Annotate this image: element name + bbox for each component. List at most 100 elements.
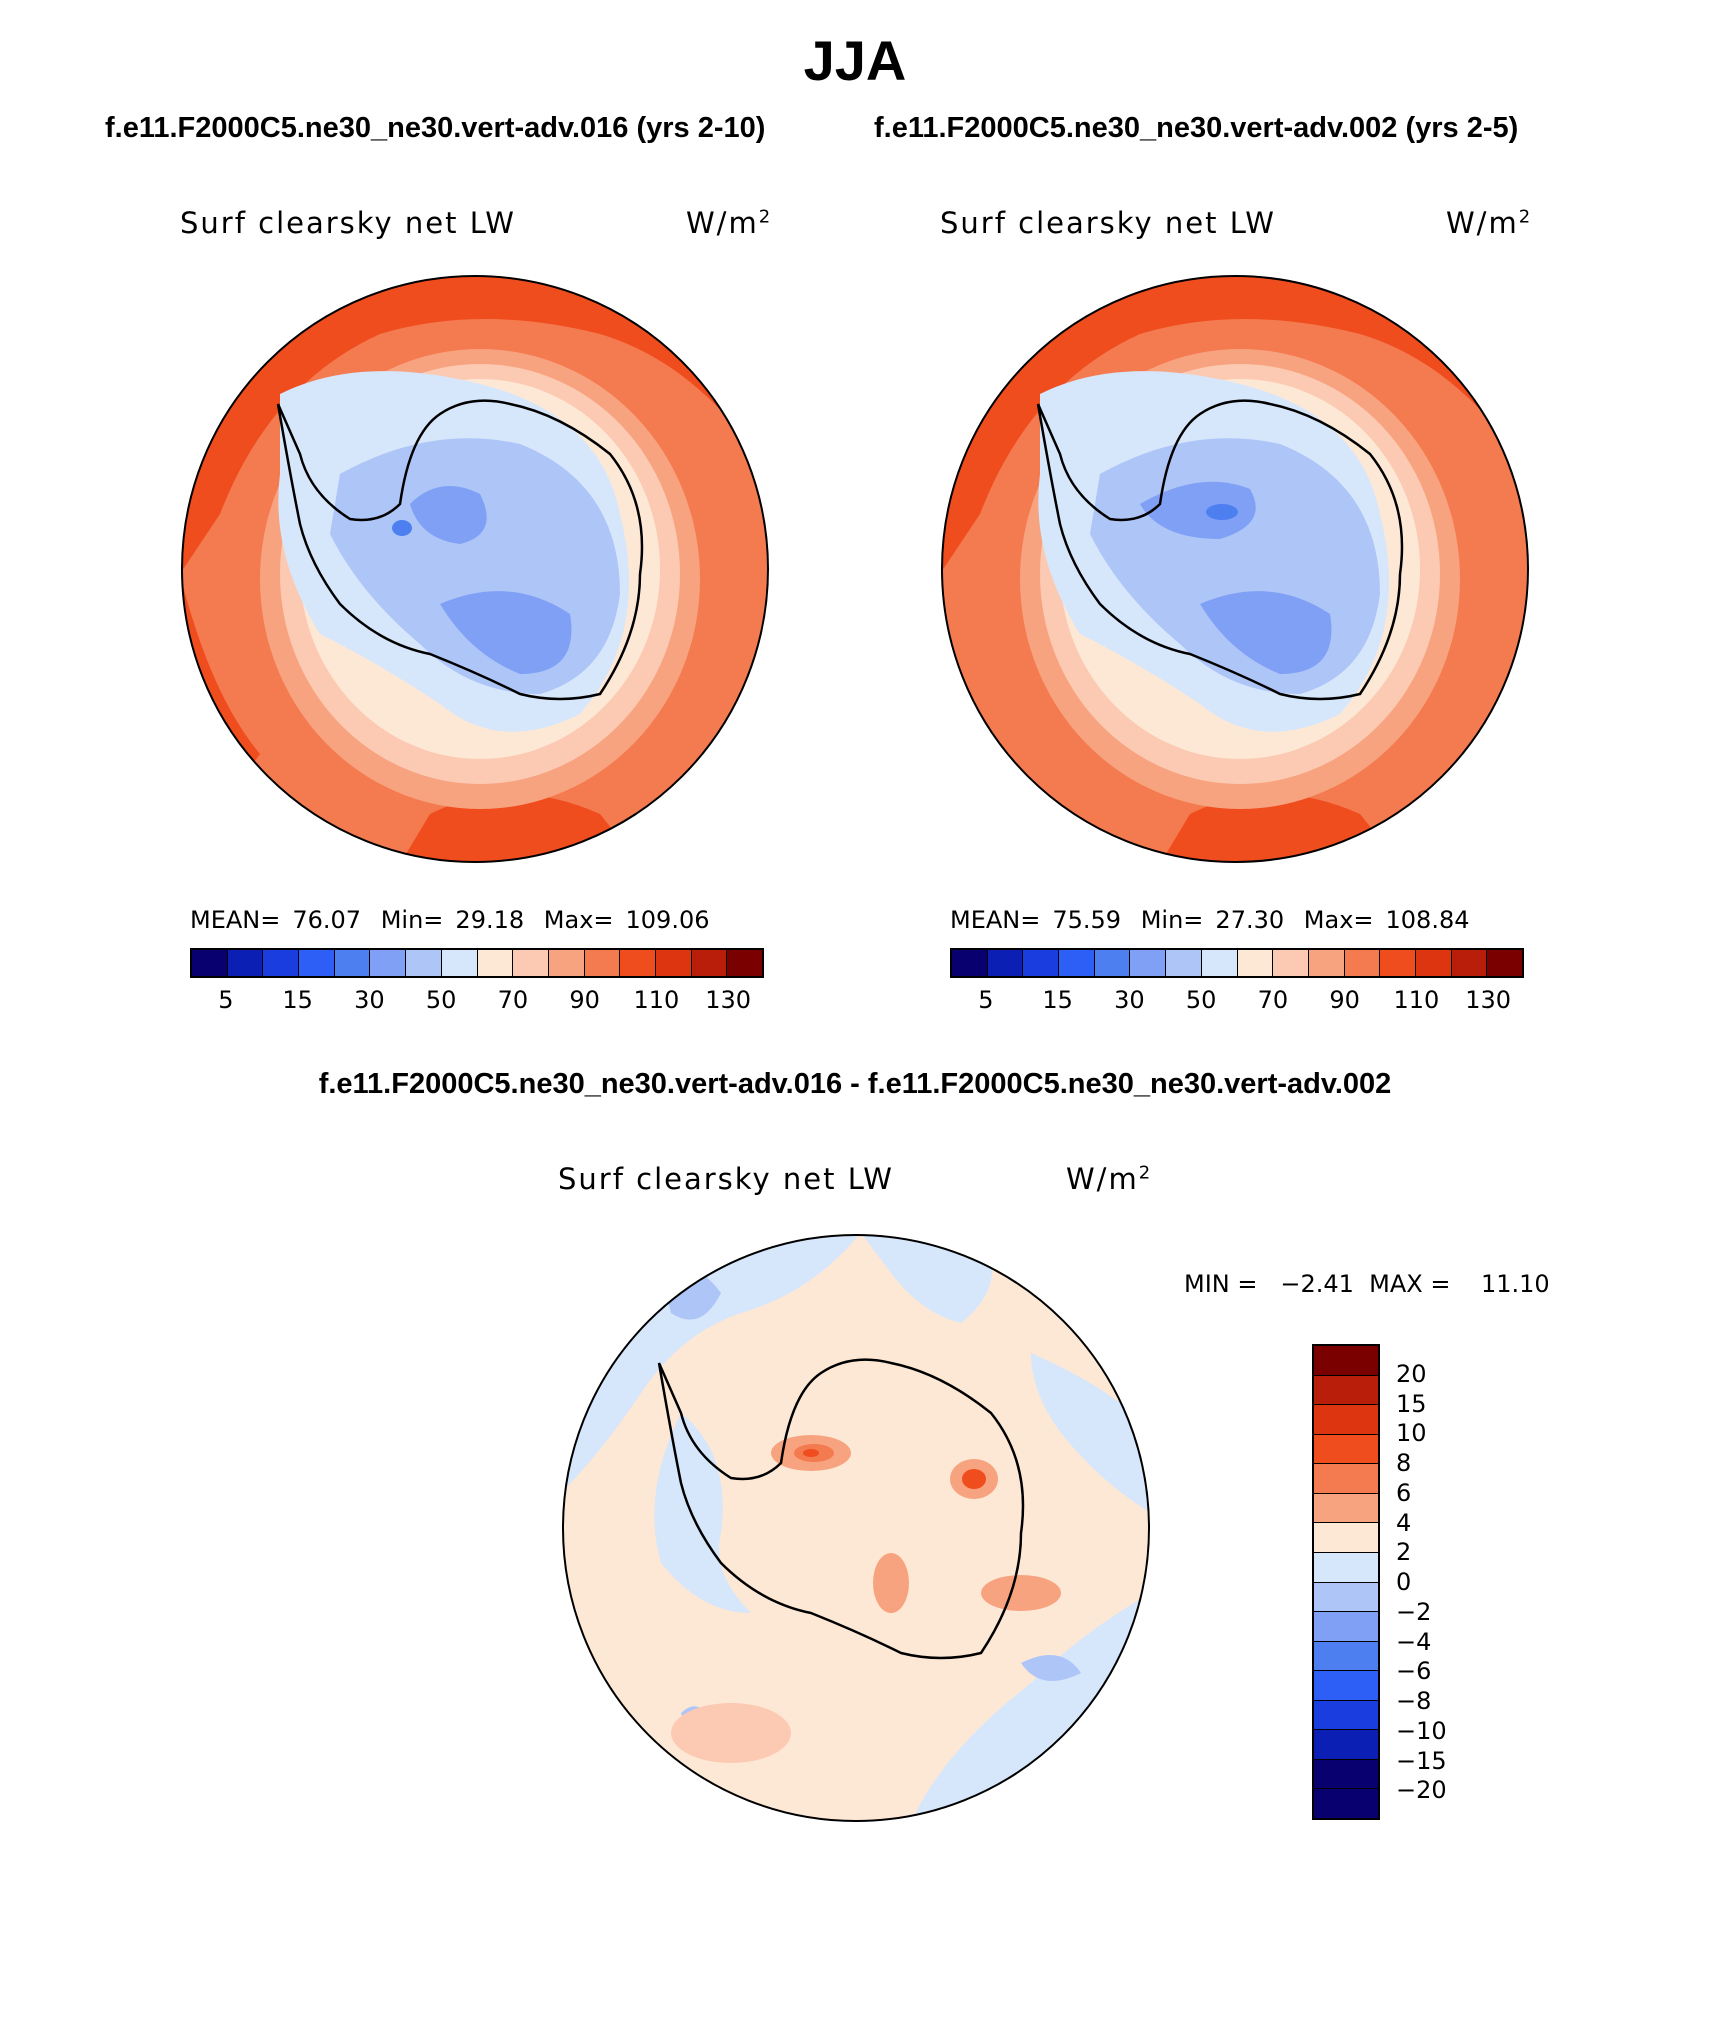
colorbar-swatch (227, 950, 264, 976)
colorbar-swatch (987, 950, 1024, 976)
right-panel-case-title: f.e11.F2000C5.ne30_ne30.vert-adv.002 (yr… (874, 112, 1519, 144)
colorbar-swatch (1314, 1612, 1378, 1642)
colorbar-swatch (1130, 950, 1167, 976)
colorbar-tick-label: 15 (282, 986, 313, 1014)
colorbar-tick-label: −4 (1396, 1627, 1432, 1656)
colorbar-tick-label: 5 (218, 986, 234, 1014)
left-panel-case-title: f.e11.F2000C5.ne30_ne30.vert-adv.016 (yr… (105, 112, 766, 144)
figure-title: JJA (803, 29, 907, 92)
colorbar-swatch (1380, 950, 1416, 976)
colorbar-swatch (620, 950, 656, 976)
colorbar-swatch (1314, 1789, 1378, 1818)
colorbar-swatch (952, 950, 988, 976)
right-variable-label: Surf clearsky net LW (940, 206, 1276, 240)
diff-variable-label: Surf clearsky net LW (558, 1162, 894, 1196)
difference-colorbar (1312, 1344, 1380, 1820)
colorbar-swatch (334, 950, 371, 976)
colorbar-swatch (441, 950, 478, 976)
colorbar-swatch (727, 950, 762, 976)
colorbar-tick-label: −15 (1396, 1746, 1447, 1775)
left-polar-map (181, 275, 769, 863)
colorbar-swatch (1308, 950, 1345, 976)
colorbar-tick-label: 50 (425, 986, 457, 1014)
right-colorbar-ticks: 5 15 30 50 70 90 110 130 (950, 986, 1524, 1016)
colorbar-tick-label: 110 (1393, 986, 1440, 1014)
colorbar-tick-label: 50 (1185, 986, 1217, 1014)
colorbar-tick-label: 6 (1396, 1478, 1412, 1507)
diff-min-max: MIN = −2.41 MAX = 11.10 (1184, 1270, 1550, 1298)
colorbar-tick-label: 2 (1396, 1538, 1412, 1567)
left-colorbar (190, 948, 764, 978)
colorbar-tick-label: 4 (1396, 1508, 1412, 1537)
colorbar-swatch (370, 950, 407, 976)
right-polar-map (941, 275, 1529, 863)
colorbar-swatch (1314, 1405, 1378, 1435)
colorbar-swatch (691, 950, 728, 976)
colorbar-swatch (1314, 1700, 1378, 1731)
colorbar-tick-label: 70 (1257, 986, 1289, 1014)
colorbar-tick-label: 90 (569, 986, 600, 1014)
colorbar-tick-label: −10 (1396, 1716, 1447, 1745)
difference-polar-map (562, 1234, 1150, 1822)
colorbar-swatch (406, 950, 442, 976)
right-stats: MEAN= 75.59 Min= 27.30 Max= 108.84 (950, 906, 1470, 934)
right-units-label: W/m2 (1446, 206, 1533, 240)
colorbar-tick-label: 30 (354, 986, 385, 1014)
colorbar-swatch (1237, 950, 1274, 976)
colorbar-swatch (1415, 950, 1452, 976)
colorbar-tick-label: 70 (497, 986, 529, 1014)
diff-units-label: W/m2 (1066, 1162, 1153, 1196)
colorbar-tick-label: 90 (1329, 986, 1360, 1014)
colorbar-tick-label: 15 (1396, 1389, 1427, 1418)
colorbar-swatch (1314, 1552, 1378, 1583)
colorbar-swatch (1487, 950, 1522, 976)
colorbar-tick-label: −8 (1396, 1687, 1432, 1715)
colorbar-swatch (1314, 1464, 1378, 1494)
colorbar-tick-label: 30 (1114, 986, 1145, 1014)
colorbar-tick-label: −20 (1396, 1776, 1447, 1805)
colorbar-tick-label: −2 (1396, 1597, 1432, 1626)
colorbar-tick-label: 15 (1042, 986, 1073, 1014)
colorbar-swatch (1314, 1759, 1378, 1790)
colorbar-swatch (513, 950, 549, 976)
colorbar-swatch (477, 950, 514, 976)
colorbar-swatch (1314, 1730, 1378, 1760)
left-stats: MEAN= 76.07 Min= 29.18 Max= 109.06 (190, 906, 710, 934)
left-variable-label: Surf clearsky net LW (180, 206, 516, 240)
colorbar-swatch (1344, 950, 1381, 976)
left-colorbar-ticks: 5 15 30 50 70 90 110 130 (190, 986, 764, 1016)
colorbar-swatch (1059, 950, 1095, 976)
colorbar-swatch (655, 950, 692, 976)
colorbar-swatch (1314, 1434, 1378, 1465)
colorbar-swatch (1314, 1671, 1378, 1701)
colorbar-swatch (1273, 950, 1309, 976)
colorbar-tick-label: 110 (633, 986, 680, 1014)
colorbar-swatch (263, 950, 300, 976)
colorbar-tick-label: −6 (1396, 1657, 1432, 1686)
colorbar-swatch (1314, 1582, 1378, 1613)
right-colorbar (950, 948, 1524, 978)
colorbar-swatch (1094, 950, 1131, 976)
colorbar-swatch (1166, 950, 1202, 976)
colorbar-tick-label: 10 (1396, 1419, 1427, 1448)
colorbar-tick-label: 5 (978, 986, 994, 1014)
colorbar-tick-label: 0 (1396, 1568, 1412, 1596)
colorbar-swatch (548, 950, 585, 976)
colorbar-tick-label: 130 (1465, 986, 1512, 1014)
colorbar-swatch (1201, 950, 1238, 976)
colorbar-swatch (1023, 950, 1060, 976)
colorbar-swatch (1314, 1641, 1378, 1672)
colorbar-swatch (1314, 1346, 1378, 1376)
colorbar-swatch (1314, 1523, 1378, 1553)
colorbar-swatch (1314, 1493, 1378, 1524)
colorbar-tick-label: 130 (705, 986, 752, 1014)
left-units-label: W/m2 (686, 206, 773, 240)
colorbar-tick-label: 8 (1396, 1449, 1412, 1477)
colorbar-swatch (192, 950, 228, 976)
difference-case-title: f.e11.F2000C5.ne30_ne30.vert-adv.016 - f… (318, 1068, 1392, 1100)
colorbar-swatch (1451, 950, 1488, 976)
colorbar-swatch (299, 950, 335, 976)
difference-colorbar-ticks: 20 15 10 8 6 4 2 0 −2 −4 −6 −8 −10 −15 −20 (1396, 1344, 1496, 1820)
colorbar-swatch (584, 950, 621, 976)
colorbar-swatch (1314, 1375, 1378, 1406)
